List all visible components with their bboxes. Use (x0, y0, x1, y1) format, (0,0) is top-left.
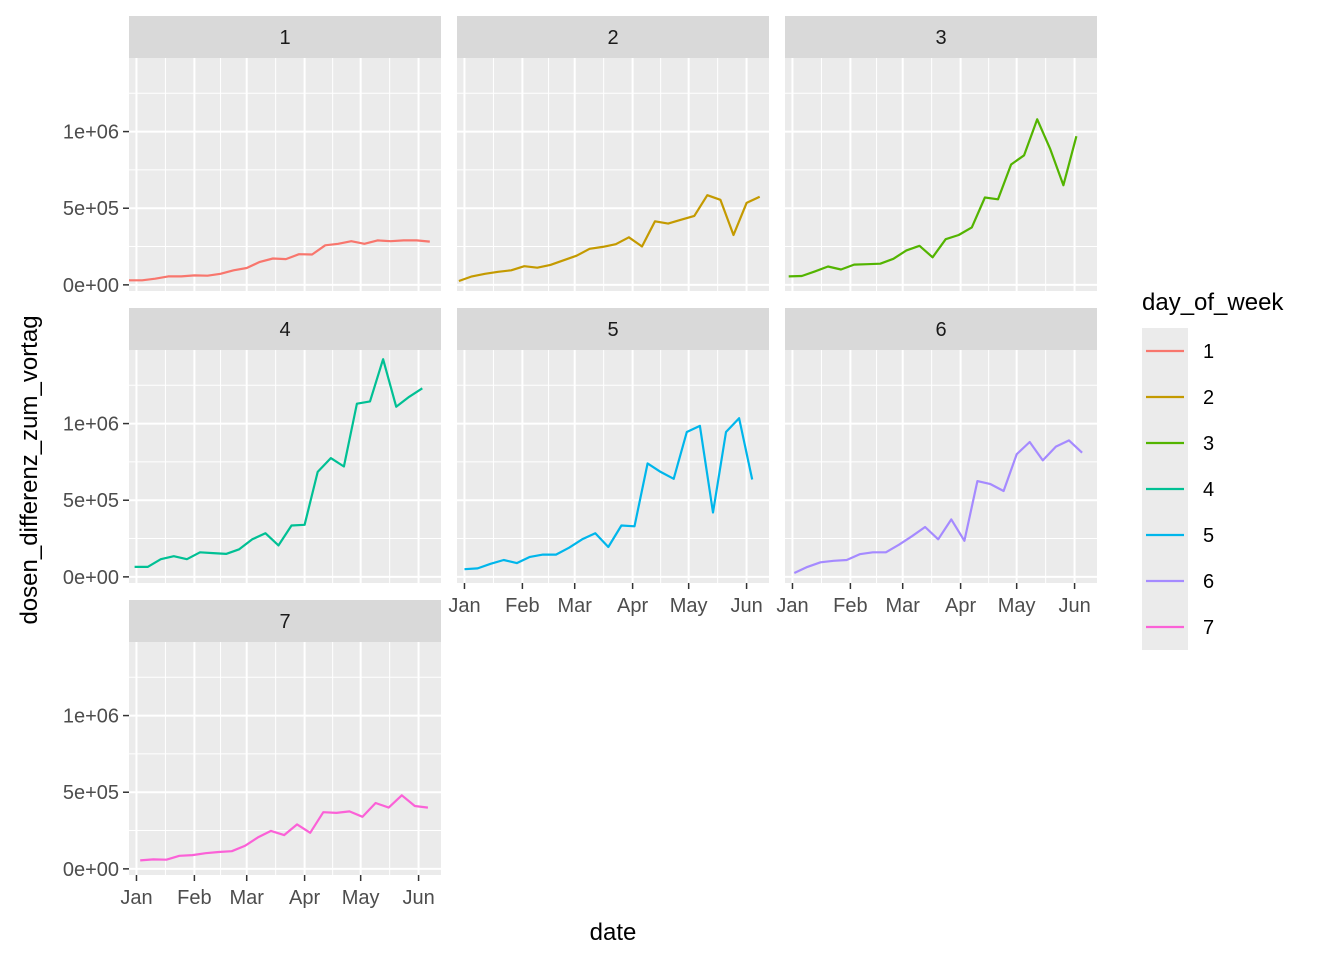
y-tick-label: 1e+06 (63, 122, 119, 144)
y-tick-label: 1e+06 (63, 706, 119, 728)
facet-panel-4: 4 0e+00 5e+05 1e+06 (63, 308, 441, 589)
y-tick-label: 5e+05 (63, 490, 119, 512)
facet-strip (785, 308, 1097, 350)
y-tick-label: 0e+00 (63, 567, 119, 589)
x-tick-label: Feb (177, 887, 211, 909)
facet-strip-label: 5 (607, 319, 618, 341)
series-line-3 (788, 118, 1078, 278)
facet-panel-1: 1 0e+00 5e+05 1e+06 (63, 16, 441, 297)
facet-panel-6: 6 Jan Feb Mar Apr May Jun (776, 308, 1097, 617)
panel-background (129, 642, 441, 875)
legend-item-6: 6 (1146, 571, 1214, 593)
legend-item-2: 2 (1146, 387, 1214, 409)
legend-label: 5 (1203, 525, 1214, 547)
panel-background (129, 350, 441, 583)
x-tick-label: Feb (833, 595, 867, 617)
facet-strip-label: 4 (279, 319, 290, 341)
x-tick-label: Mar (557, 595, 592, 617)
x-tick-label: Apr (289, 887, 320, 909)
x-tick-label: May (998, 595, 1036, 617)
series-line-1 (129, 239, 430, 282)
legend-item-4: 4 (1146, 479, 1214, 501)
x-tick-label: Feb (505, 595, 539, 617)
facet-strip (129, 16, 441, 58)
series-line-4 (134, 358, 423, 569)
legend-label: 6 (1203, 571, 1214, 593)
facet-strip (457, 16, 769, 58)
facet-strip (129, 600, 441, 642)
legend-item-5: 5 (1146, 525, 1214, 547)
legend-item-7: 7 (1146, 617, 1214, 639)
x-tick-label: Apr (617, 595, 648, 617)
x-tick-label: May (342, 887, 380, 909)
panel-background (457, 350, 769, 583)
facet-strip (457, 308, 769, 350)
y-tick-label: 1e+06 (63, 414, 119, 436)
facet-panel-7: 7 0e+00 5e+05 1e+06 Jan Feb Mar Apr May Jun (63, 600, 441, 909)
axis-titles: date dosen_differenz_zum_vortag (16, 315, 636, 946)
facet-strip-label: 7 (279, 611, 290, 633)
y-tick-label: 0e+00 (63, 275, 119, 297)
panel-background (129, 58, 441, 291)
x-tick-label: Mar (885, 595, 920, 617)
x-tick-label: Jun (402, 887, 434, 909)
x-tick-label: Jan (120, 887, 152, 909)
series-line-6 (793, 439, 1083, 574)
x-tick-label: Jan (448, 595, 480, 617)
legend: day_of_week 1 2 3 4 5 6 7 (1142, 289, 1284, 650)
facet-strip-label: 6 (935, 319, 946, 341)
x-tick-label: Jun (730, 595, 762, 617)
series-line-2 (458, 194, 761, 283)
y-axis-title: dosen_differenz_zum_vortag (16, 315, 43, 624)
legend-label: 7 (1203, 617, 1214, 639)
x-tick-label: Jan (776, 595, 808, 617)
legend-title: day_of_week (1142, 289, 1284, 316)
facet-strip (785, 16, 1097, 58)
y-tick-label: 5e+05 (63, 198, 119, 220)
facet-panel-2: 2 (457, 16, 769, 291)
x-tick-label: Jun (1058, 595, 1090, 617)
legend-item-3: 3 (1146, 433, 1214, 455)
facet-strip-label: 1 (279, 27, 290, 49)
legend-label: 4 (1203, 479, 1214, 501)
panel-background (785, 350, 1097, 583)
facet-panel-5: 5 Jan Feb Mar Apr May Jun (448, 308, 769, 617)
series-line-5 (464, 417, 754, 571)
panel-background (457, 58, 769, 291)
facet-panel-3: 3 (785, 16, 1097, 291)
legend-label: 2 (1203, 387, 1214, 409)
x-tick-label: Mar (229, 887, 264, 909)
legend-item-1: 1 (1146, 341, 1214, 363)
x-tick-label: Apr (945, 595, 976, 617)
y-tick-label: 5e+05 (63, 782, 119, 804)
x-axis-title: date (590, 919, 637, 946)
y-tick-label: 0e+00 (63, 859, 119, 881)
facet-strip-label: 3 (935, 27, 946, 49)
legend-label: 1 (1203, 341, 1214, 363)
series-line-7 (140, 794, 429, 862)
facet-panels: 1 0e+00 5e+05 1e+06 2 3 4 0e+00 5e+05 1e+06 5 Jan Fe… (63, 16, 1097, 909)
facet-strip (129, 308, 441, 350)
x-tick-label: May (670, 595, 708, 617)
legend-label: 3 (1203, 433, 1214, 455)
panel-background (785, 58, 1097, 291)
facet-strip-label: 2 (607, 27, 618, 49)
